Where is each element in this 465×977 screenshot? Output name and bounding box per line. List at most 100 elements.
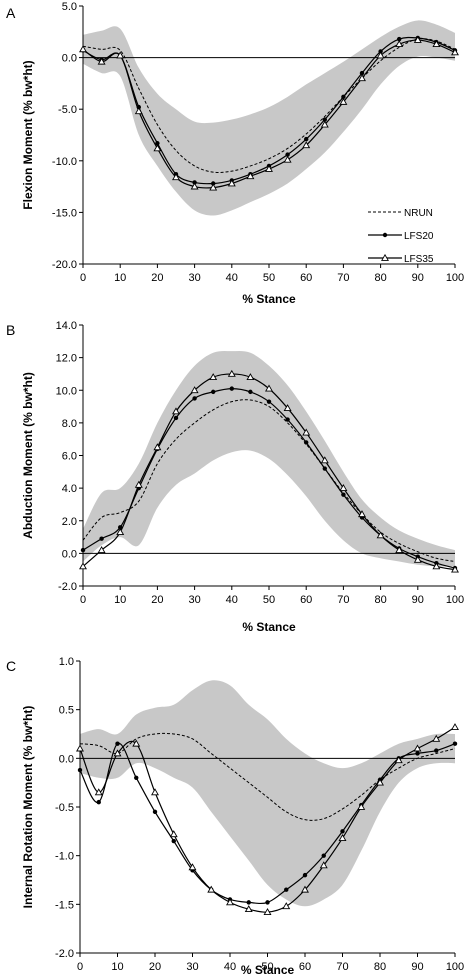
data-point [96, 799, 101, 805]
series-lfs35 [76, 723, 459, 915]
x-tick-label: 60 [300, 272, 312, 284]
x-tick-label: 90 [412, 272, 424, 284]
data-point [248, 389, 253, 395]
y-tick-label: 1.0 [59, 656, 74, 668]
x-tick-label: 10 [114, 272, 126, 284]
y-tick-label: 12.0 [56, 353, 77, 365]
series-lfs35 [79, 369, 459, 573]
data-point [320, 120, 329, 128]
x-tick-label: 90 [412, 594, 424, 606]
panel-letter: A [6, 5, 16, 21]
data-point [413, 35, 422, 43]
x-tick-label: 90 [411, 961, 423, 973]
chart-panel-a: 5.0 0.0 -5.0 -10.0 -15.0 -20.00 10 20 30 40 50 60 70… [6, 1, 464, 306]
data-point [94, 788, 103, 796]
x-tick-label: 30 [188, 272, 200, 284]
data-point [99, 536, 104, 541]
x-axis-label: % Stance [242, 620, 296, 634]
data-point [79, 45, 87, 53]
x-tick-label: 80 [374, 594, 386, 606]
y-tick-label: -10.0 [52, 156, 77, 168]
sd-band [83, 350, 455, 567]
data-point [359, 70, 365, 76]
data-point [192, 396, 197, 401]
x-tick-label: 70 [336, 961, 348, 973]
data-point [357, 802, 366, 810]
y-tick-label: 8.0 [62, 418, 77, 430]
chart-panel-c: 1.0 0.5 0.0 -0.5 -1.0 -1.5 -2.00 10 20 30 40 50 60 70… [6, 656, 464, 977]
data-point [169, 830, 178, 838]
data-point [432, 40, 441, 48]
x-tick-label: 60 [299, 961, 311, 973]
data-point [134, 480, 143, 488]
data-point [263, 908, 272, 915]
data-point [97, 546, 106, 553]
y-tick-label: 0.0 [59, 753, 74, 765]
data-point [155, 141, 160, 146]
data-point [302, 872, 308, 878]
data-point [358, 510, 366, 518]
data-point [209, 183, 218, 191]
data-point [304, 136, 309, 142]
x-tick-label: 50 [263, 594, 275, 606]
data-point [116, 528, 125, 536]
data-point [283, 404, 292, 412]
data-point [132, 739, 141, 747]
data-point [113, 749, 122, 757]
legend-label: NRUN [404, 208, 433, 219]
data-point [301, 885, 309, 893]
data-point [394, 756, 403, 764]
data-point [451, 48, 459, 56]
x-tick-label: 40 [226, 272, 238, 284]
data-point [378, 49, 383, 54]
data-point [211, 389, 216, 395]
y-tick-label: 14.0 [56, 320, 77, 332]
data-point [302, 428, 311, 436]
x-axis-label: % Stance [242, 292, 296, 306]
data-point [97, 57, 106, 65]
x-tick-label: 80 [374, 961, 386, 973]
x-tick-label: 40 [224, 961, 236, 973]
data-point [434, 748, 439, 753]
y-tick-label: 4.0 [62, 483, 77, 495]
x-tick-label: 30 [186, 961, 198, 973]
x-tick-label: 100 [446, 961, 464, 973]
data-point [341, 492, 346, 497]
x-tick-label: 10 [111, 961, 123, 973]
data-point [246, 900, 251, 905]
legend-marker [382, 232, 388, 238]
data-point [319, 861, 328, 869]
x-tick-label: 0 [80, 272, 86, 284]
data-point [451, 565, 459, 573]
data-point [341, 94, 346, 100]
y-tick-label: 0.0 [62, 53, 77, 65]
data-point [339, 97, 348, 105]
data-point [153, 443, 162, 451]
data-point [397, 36, 402, 42]
chart-panel-b: 14.0 12.0 10.0 8.0 6.0 4.0 2.0 0.0 -2.00 10 20 30 40… [6, 320, 464, 634]
x-tick-label: 10 [114, 594, 126, 606]
x-tick-label: 20 [149, 961, 161, 973]
data-point [266, 399, 272, 404]
x-tick-label: 20 [151, 272, 163, 284]
panel-letter: C [6, 658, 16, 674]
y-tick-label: -2.0 [55, 948, 74, 960]
data-point [376, 531, 385, 539]
sd-band [80, 680, 455, 907]
series-line [82, 38, 456, 173]
data-point [188, 863, 197, 871]
data-point [285, 417, 290, 422]
data-point [283, 155, 292, 163]
data-point [190, 182, 199, 190]
data-point [227, 179, 236, 187]
data-point [226, 898, 234, 906]
data-point [227, 369, 236, 377]
sd-band [83, 20, 455, 216]
data-point [151, 788, 159, 796]
y-axis-label: Internal Rotation Moment (% bw*ht) [21, 706, 35, 909]
data-point [211, 181, 216, 186]
legend-label: LFS20 [404, 231, 434, 242]
data-point [172, 407, 180, 415]
data-point [134, 775, 139, 780]
